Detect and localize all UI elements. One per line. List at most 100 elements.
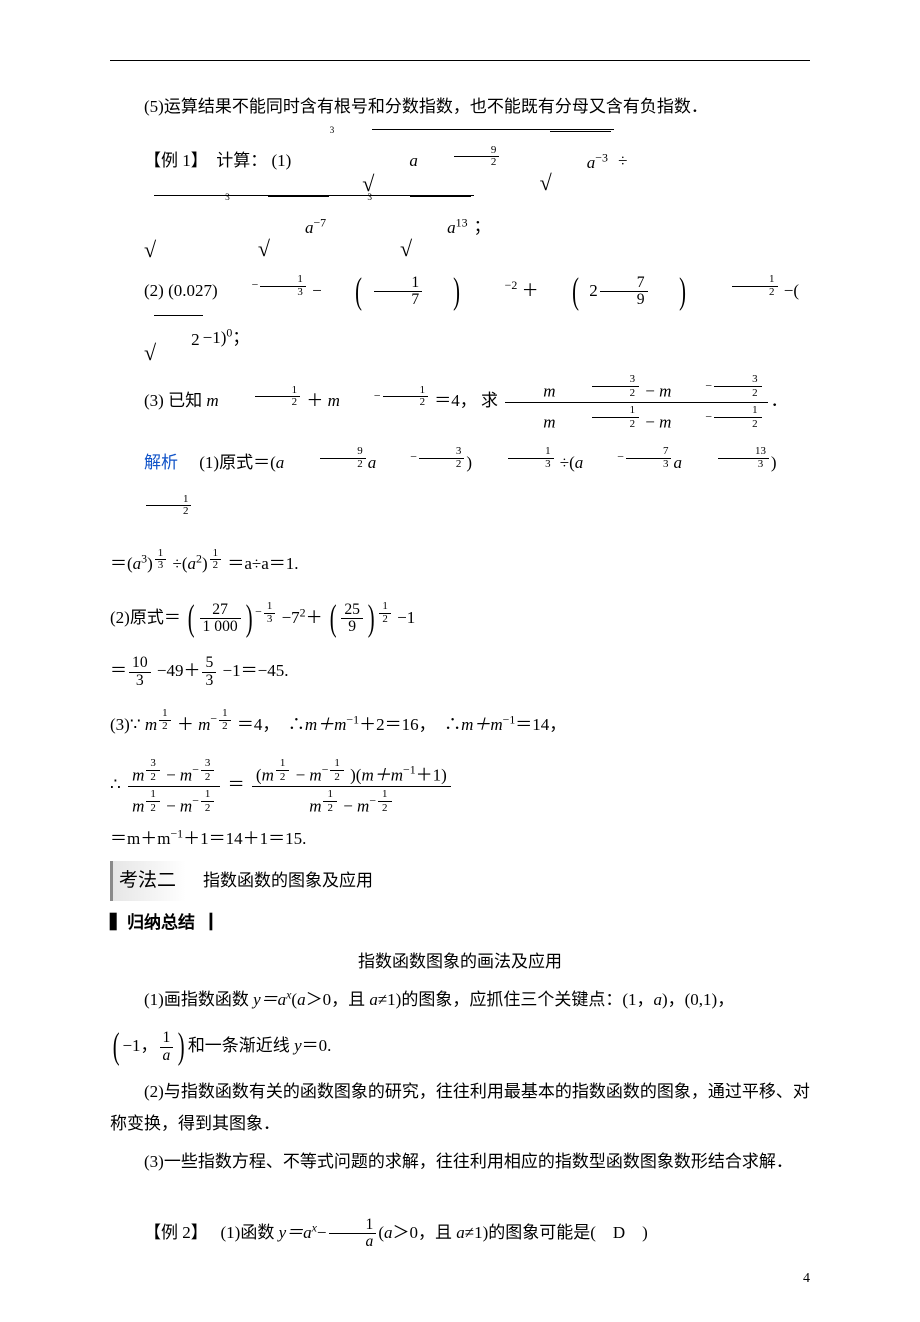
var-m: m — [659, 381, 671, 400]
var-a: a — [133, 554, 142, 573]
because: (3)∵ — [110, 715, 141, 734]
radicand-inner: a−3 — [550, 131, 611, 194]
solution-3-line-2: ∴ m32 − m−32 m12 − m−12 ＝ (m12 − m−12 )(… — [110, 754, 810, 817]
frac-den: 9 — [600, 291, 648, 308]
plus: ＋ — [522, 281, 539, 300]
exp-num: 3 — [201, 757, 214, 771]
var-m: m — [132, 796, 144, 815]
solution-label: 解析 — [144, 453, 178, 472]
exp-den: 2 — [146, 505, 191, 518]
rest: ＝a÷a＝1. — [227, 554, 298, 573]
minus: − — [166, 796, 176, 815]
exp-num: 1 — [592, 404, 639, 418]
lparen-icon: ( — [553, 275, 579, 309]
cube-root-outer: 3 √ a92 √ a−3 — [296, 129, 614, 195]
kaofa-2-header: 考法二 指数函数的图象及应用 — [110, 861, 810, 901]
radicand: 2 — [154, 315, 203, 365]
exp-den: 2 — [378, 801, 391, 816]
exp-num: 1 — [260, 274, 305, 286]
frac-den: a — [329, 1233, 377, 1250]
frac-den: 3 — [202, 672, 216, 689]
ne1: ≠1)的图象，应抓住三个关键点：(1， — [378, 990, 654, 1009]
exp-den: 3 — [260, 286, 305, 299]
var-y: y — [294, 1036, 302, 1055]
radicand-1: a 92 √ a−3 — [372, 129, 614, 195]
neg-sign: − — [617, 450, 624, 464]
exp: 13 — [456, 216, 468, 230]
radical-sign-icon: √ — [224, 238, 270, 260]
exp-num: 1 — [714, 404, 761, 418]
exp-num: 1 — [201, 788, 214, 802]
rparen-icon: ) — [368, 602, 375, 636]
divide: ÷ — [618, 151, 627, 170]
var-m: m — [206, 391, 218, 410]
root-index: 3 — [333, 194, 372, 203]
mm: m＋m — [305, 715, 347, 734]
var-a: a — [368, 453, 377, 472]
div: ÷( — [560, 453, 575, 472]
exp-num: 1 — [255, 385, 300, 397]
exp-den: 2 — [330, 770, 343, 785]
eq-lparen: ＝( — [110, 554, 133, 573]
var-m: m — [262, 765, 274, 784]
frac-num: 1 — [374, 275, 422, 291]
minus: − — [645, 412, 655, 431]
plus: ＋ — [306, 391, 323, 410]
cube-root-3: 3 √ a13 — [333, 196, 470, 259]
frac-den: 9 — [341, 618, 363, 635]
example-1-label: 【例 1】 计算： — [144, 151, 267, 170]
var-m: m — [198, 715, 210, 734]
ex2-a: (1)函数 — [221, 1223, 279, 1242]
minus-1: −1 — [397, 608, 415, 627]
gt0: ＞0，且 — [392, 1223, 456, 1242]
exp-num: 3 — [146, 757, 159, 771]
minus-paren: −( — [784, 281, 799, 300]
example-2: 【例 2】 (1)函数 y＝ax−1a(a＞0，且 a≠1)的图象可能是( D … — [110, 1209, 810, 1257]
and-asymptote: 和一条渐近线 — [188, 1036, 294, 1055]
exp-den: 2 — [454, 156, 499, 169]
exp-num: 1 — [159, 708, 170, 720]
plus: ＋ — [177, 715, 194, 734]
big-frac-den: m12 − m−12 — [505, 402, 767, 433]
exp-num: 1 — [155, 548, 166, 560]
eq0: ＝0. — [302, 1036, 332, 1055]
rparen-icon: ) — [660, 275, 686, 309]
exp-num: 7 — [626, 446, 671, 458]
solution-3-line-1: (3)∵ m12 ＋ m−12 ＝4， ∴m＋m−1＋2＝16， ∴m＋m−1＝… — [110, 701, 810, 749]
frac-num: 25 — [341, 602, 363, 618]
exp-den: 2 — [419, 458, 464, 471]
var-a: a — [409, 151, 418, 170]
lparen-icon: ( — [336, 275, 362, 309]
var-a: a — [447, 218, 456, 237]
frac-num: 1 — [329, 1217, 377, 1233]
var-m: m — [132, 765, 144, 784]
var-m: m — [543, 381, 555, 400]
outer-sqrt-2: √ 3 √ a−7 3 √ a13 — [110, 195, 474, 261]
lparen-icon: ( — [113, 1030, 120, 1064]
exp-num: 1 — [379, 601, 390, 613]
var-a: a — [587, 153, 596, 172]
radical-sign-icon: √ — [328, 173, 374, 195]
var-a: a — [575, 453, 584, 472]
big-frac: m32 − m−32 m12 − m−12 — [505, 372, 767, 433]
exp-den: 2 — [201, 770, 214, 785]
frac-den: 7 — [374, 291, 422, 308]
minus: − — [296, 765, 306, 784]
inner-sqrt: √ a−3 — [506, 131, 611, 194]
y-eq-a: y＝a — [253, 990, 286, 1009]
neg-sign: − — [410, 450, 417, 464]
big-frac-right: (m12 − m−12 )(m＋m−1＋1) m12 − m−12 — [252, 756, 451, 817]
radical-sign-icon: √ — [366, 238, 412, 260]
exp-den: 2 — [320, 458, 365, 471]
minus-1: −1) — [203, 328, 227, 347]
top-rule — [110, 60, 810, 61]
exp-num: 3 — [419, 446, 464, 458]
ex1-1-prefix: (1) — [272, 151, 292, 170]
var-a: a — [653, 990, 662, 1009]
exp: −1 — [346, 712, 359, 726]
var-m: m — [357, 796, 369, 815]
exp-num: 9 — [454, 145, 499, 157]
var-a: a — [297, 990, 306, 1009]
exp-den: 3 — [626, 458, 671, 471]
var-m: m — [543, 412, 555, 431]
